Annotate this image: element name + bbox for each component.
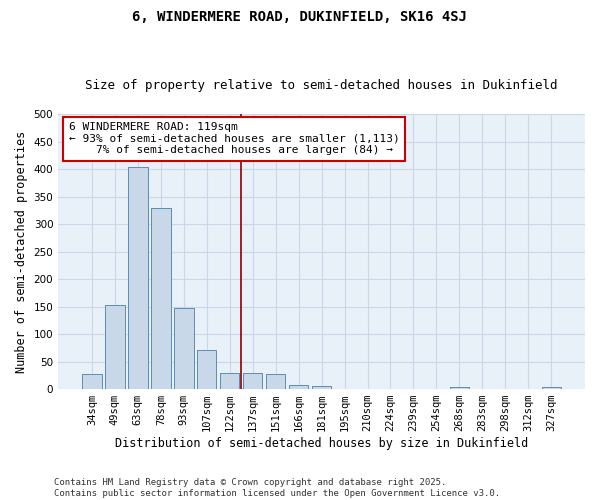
Bar — [449, 387, 469, 389]
Bar — [266, 374, 286, 389]
Text: Contains HM Land Registry data © Crown copyright and database right 2025.
Contai: Contains HM Land Registry data © Crown c… — [54, 478, 500, 498]
Text: 6, WINDERMERE ROAD, DUKINFIELD, SK16 4SJ: 6, WINDERMERE ROAD, DUKINFIELD, SK16 4SJ — [133, 10, 467, 24]
Bar — [289, 384, 308, 389]
Bar — [151, 208, 170, 389]
Y-axis label: Number of semi-detached properties: Number of semi-detached properties — [15, 130, 28, 372]
Bar — [197, 350, 217, 389]
Text: 6 WINDERMERE ROAD: 119sqm
← 93% of semi-detached houses are smaller (1,113)
    : 6 WINDERMERE ROAD: 119sqm ← 93% of semi-… — [69, 122, 400, 156]
Bar — [82, 374, 101, 389]
Title: Size of property relative to semi-detached houses in Dukinfield: Size of property relative to semi-detach… — [85, 79, 558, 92]
Bar — [542, 387, 561, 389]
Bar — [243, 372, 262, 389]
Bar — [312, 386, 331, 389]
Bar — [174, 308, 194, 389]
Bar — [128, 168, 148, 389]
Bar — [220, 372, 239, 389]
Bar — [105, 305, 125, 389]
X-axis label: Distribution of semi-detached houses by size in Dukinfield: Distribution of semi-detached houses by … — [115, 437, 528, 450]
